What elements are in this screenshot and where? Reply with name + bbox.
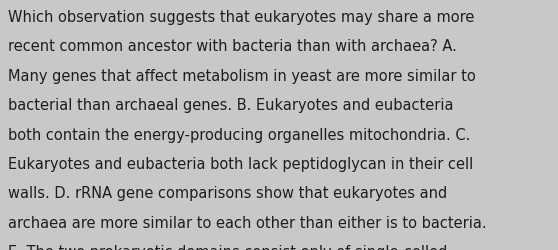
Text: Eukaryotes and eubacteria both lack peptidoglycan in their cell: Eukaryotes and eubacteria both lack pept… <box>8 156 474 171</box>
Text: Many genes that affect metabolism in yeast are more similar to: Many genes that affect metabolism in yea… <box>8 68 476 84</box>
Text: archaea are more similar to each other than either is to bacteria.: archaea are more similar to each other t… <box>8 215 487 230</box>
Text: both contain the energy-producing organelles mitochondria. C.: both contain the energy-producing organe… <box>8 127 471 142</box>
Text: walls. D. rRNA gene comparisons show that eukaryotes and: walls. D. rRNA gene comparisons show tha… <box>8 186 448 200</box>
Text: Which observation suggests that eukaryotes may share a more: Which observation suggests that eukaryot… <box>8 10 475 25</box>
Text: E. The two prokaryotic domains consist only of single-celled: E. The two prokaryotic domains consist o… <box>8 244 448 250</box>
Text: bacterial than archaeal genes. B. Eukaryotes and eubacteria: bacterial than archaeal genes. B. Eukary… <box>8 98 454 113</box>
Text: recent common ancestor with bacteria than with archaea? A.: recent common ancestor with bacteria tha… <box>8 39 457 54</box>
